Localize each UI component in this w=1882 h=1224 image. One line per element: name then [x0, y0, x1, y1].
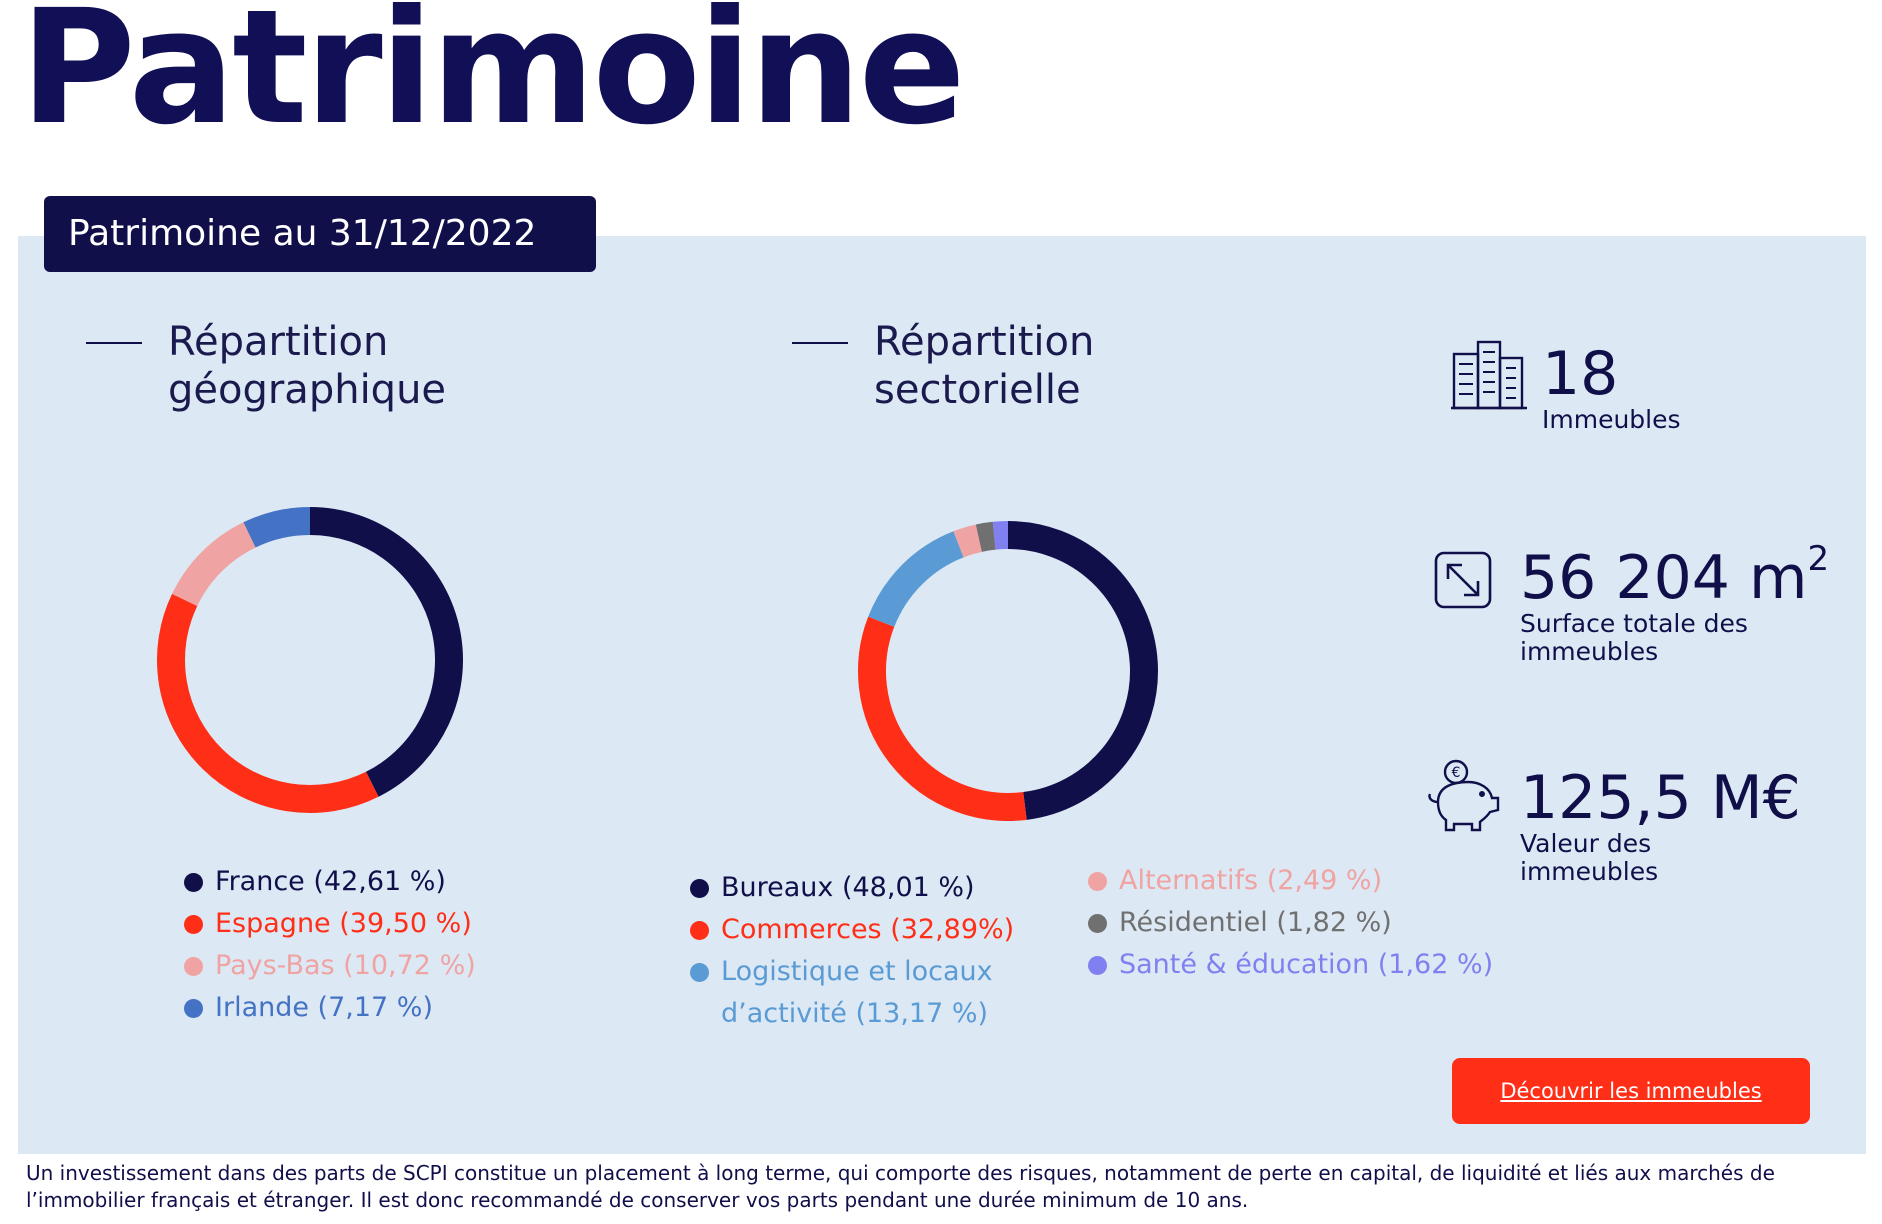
- buildings-label: Immeubles: [1542, 405, 1681, 434]
- donut-slice-irlande: [243, 507, 311, 548]
- geo-heading-line2: géographique: [168, 367, 447, 413]
- legend-dot: [184, 873, 203, 892]
- legend-dot: [1088, 914, 1107, 933]
- legend-label: Espagne (39,50 %): [215, 908, 472, 939]
- legend-item: Commerces (32,89%): [690, 909, 1050, 951]
- legend-item: Bureaux (48,01 %): [690, 867, 1050, 909]
- surface-value: 56 204 m2: [1520, 539, 1830, 613]
- surface-label-1: Surface totale des: [1520, 609, 1748, 638]
- stat-surface: 56 204 m2 Surface totale des immeubles: [1520, 539, 1830, 666]
- legend-item: Espagne (39,50 %): [184, 903, 524, 945]
- stat-valuation: 125,5 M€ Valeur des immeubles: [1520, 766, 1801, 886]
- patrimoine-panel: [18, 236, 1866, 1154]
- donut-slice-residentiel: [975, 521, 996, 552]
- sector-heading-line1: Répartition: [874, 319, 1095, 365]
- donut-slice-pays-bas: [172, 522, 256, 607]
- legend-item: Irlande (7,17 %): [184, 987, 524, 1029]
- legend-item: Alternatifs (2,49 %): [1088, 860, 1518, 902]
- geo-legend: France (42,61 %) Espagne (39,50 %) Pays-Ba…: [184, 861, 524, 1029]
- buildings-icon: [1451, 340, 1527, 410]
- legend-label: Bureaux (48,01 %): [721, 872, 975, 903]
- valuation-label-1: Valeur des: [1520, 829, 1652, 858]
- svg-text:€: €: [1452, 765, 1461, 781]
- legend-dot: [690, 921, 709, 940]
- sector-heading: Répartition sectorielle: [792, 318, 1094, 414]
- donut-slice-bureaux: [1007, 521, 1158, 820]
- geo-heading: Répartition géographique: [86, 318, 446, 414]
- legend-label: Résidentiel (1,82 %): [1119, 907, 1392, 938]
- disclaimer-text: Un investissement dans des parts de SCPI…: [26, 1161, 1775, 1212]
- legend-dot: [184, 957, 203, 976]
- sector-donut-chart: [858, 521, 1158, 821]
- legend-dot: [184, 999, 203, 1018]
- legend-label: Logistique et locaux d’activité (13,17 %…: [721, 956, 993, 1029]
- donut-slice-france: [309, 507, 463, 797]
- legend-dot: [184, 915, 203, 934]
- legend-item: France (42,61 %): [184, 861, 524, 903]
- valuation-value: 125,5 M€: [1520, 763, 1801, 833]
- heading-rule: [792, 342, 848, 344]
- legend-label: Santé & éducation (1,62 %): [1119, 949, 1494, 980]
- legend-dot: [1088, 956, 1107, 975]
- legend-label: Irlande (7,17 %): [215, 992, 433, 1023]
- legend-label: Commerces (32,89%): [721, 914, 1015, 945]
- heading-rule: [86, 342, 142, 344]
- sector-legend-right: Alternatifs (2,49 %) Résidentiel (1,82 %)…: [1088, 860, 1518, 986]
- sector-legend-left: Bureaux (48,01 %) Commerces (32,89%) Logis…: [690, 867, 1050, 1035]
- legend-label: Alternatifs (2,49 %): [1119, 865, 1383, 896]
- piggy-bank-icon: €: [1428, 759, 1500, 832]
- legend-dot: [1088, 872, 1107, 891]
- donut-slice-alternatifs: [953, 524, 983, 558]
- legend-item: Logistique et locaux d’activité (13,17 %…: [690, 951, 1050, 1035]
- buildings-count: 18: [1542, 339, 1619, 409]
- expand-arrow-icon: [1434, 551, 1492, 609]
- donut-slice-espagne: [157, 593, 379, 813]
- legend-dot: [690, 879, 709, 898]
- discover-buildings-button[interactable]: Découvrir les immeubles: [1452, 1058, 1810, 1124]
- geo-heading-line1: Répartition: [168, 319, 389, 365]
- donut-slice-logistique-et-locaux-d-activite: [868, 531, 964, 628]
- surface-label-2: immeubles: [1520, 637, 1659, 666]
- date-label: Patrimoine au 31/12/2022: [44, 196, 596, 272]
- page-title: Patrimoine: [20, 0, 966, 160]
- stat-buildings: 18 Immeubles: [1542, 342, 1681, 434]
- legend-dot: [690, 963, 709, 982]
- legend-item: Pays-Bas (10,72 %): [184, 945, 524, 987]
- geo-donut-chart: [157, 507, 463, 813]
- donut-slice-sante-education: [992, 521, 1009, 550]
- legend-item: Résidentiel (1,82 %): [1088, 902, 1518, 944]
- legend-label: Pays-Bas (10,72 %): [215, 950, 476, 981]
- sector-heading-line2: sectorielle: [874, 367, 1081, 413]
- donut-slice-commerces: [858, 616, 1027, 821]
- legend-label: France (42,61 %): [215, 866, 446, 897]
- valuation-label-2: immeubles: [1520, 857, 1659, 886]
- legend-item: Santé & éducation (1,62 %): [1088, 944, 1518, 986]
